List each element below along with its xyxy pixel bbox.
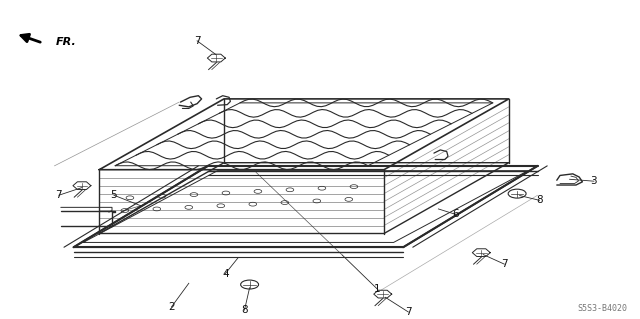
Text: 7: 7 xyxy=(56,190,62,200)
Text: 6: 6 xyxy=(452,209,459,219)
Text: 7: 7 xyxy=(405,307,412,317)
Text: 7: 7 xyxy=(501,259,508,269)
Text: 1: 1 xyxy=(374,284,381,294)
Text: FR.: FR. xyxy=(56,37,76,47)
Text: 5: 5 xyxy=(111,190,117,200)
Text: 4: 4 xyxy=(222,269,228,279)
Text: 2: 2 xyxy=(168,302,175,312)
Text: 3: 3 xyxy=(591,176,597,186)
Text: S5S3-B4020: S5S3-B4020 xyxy=(577,304,627,313)
Text: 7: 7 xyxy=(194,36,200,46)
Text: 8: 8 xyxy=(241,305,248,315)
Text: 8: 8 xyxy=(536,195,543,205)
